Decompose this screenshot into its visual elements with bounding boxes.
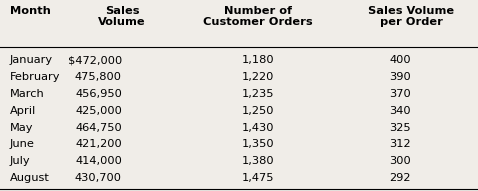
Text: May: May [10,123,33,133]
Text: Month: Month [10,6,51,16]
Text: Number of
Customer Orders: Number of Customer Orders [203,6,313,27]
Text: 475,800: 475,800 [75,72,122,82]
Text: 1,380: 1,380 [242,156,274,166]
Text: 292: 292 [390,173,411,183]
Text: 456,950: 456,950 [75,89,122,99]
Text: 1,180: 1,180 [242,55,274,65]
Text: February: February [10,72,60,82]
Text: 1,250: 1,250 [242,106,274,116]
Text: July: July [10,156,30,166]
Text: 312: 312 [390,139,411,149]
Text: 340: 340 [390,106,411,116]
Text: Sales Volume
per Order: Sales Volume per Order [368,6,454,27]
Text: June: June [10,139,34,149]
Text: 390: 390 [389,72,411,82]
Text: Sales
Volume: Sales Volume [98,6,146,27]
Text: $472,000: $472,000 [68,55,122,65]
Text: 421,200: 421,200 [75,139,122,149]
Text: 400: 400 [390,55,411,65]
Text: January: January [10,55,53,65]
Text: 370: 370 [389,89,411,99]
Text: August: August [10,173,49,183]
Text: 300: 300 [389,156,411,166]
Text: 1,220: 1,220 [242,72,274,82]
Text: March: March [10,89,44,99]
Text: 1,235: 1,235 [242,89,274,99]
Text: 414,000: 414,000 [75,156,122,166]
Text: 1,430: 1,430 [242,123,274,133]
Text: 464,750: 464,750 [75,123,122,133]
Text: 1,350: 1,350 [242,139,274,149]
Text: 325: 325 [390,123,411,133]
Text: 430,700: 430,700 [75,173,122,183]
Text: 1,475: 1,475 [242,173,274,183]
Text: 425,000: 425,000 [75,106,122,116]
Text: April: April [10,106,36,116]
